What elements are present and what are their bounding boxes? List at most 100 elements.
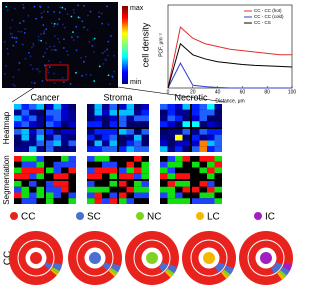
heat-cell [21, 129, 29, 135]
cell [81, 20, 84, 23]
seg-cell [87, 161, 95, 168]
legend-label: SC [87, 212, 101, 223]
heat-cell [207, 140, 215, 147]
heat-cell [167, 109, 175, 116]
zoom-box [45, 64, 69, 81]
heat-cell [192, 140, 200, 147]
cell [113, 70, 115, 73]
cell [11, 33, 13, 35]
cell [54, 35, 56, 37]
cell [27, 14, 30, 17]
seg-cell [199, 186, 207, 193]
seg-cell [29, 181, 37, 187]
seg-cell [182, 181, 190, 187]
seg-cell [175, 186, 183, 193]
heat-cell [126, 121, 134, 127]
cell [64, 26, 66, 29]
seg-cell [102, 173, 110, 179]
heat-cell [141, 146, 149, 152]
seg-cell [21, 192, 29, 199]
cell [47, 6, 50, 9]
heat-cell [53, 121, 61, 127]
ring-slice [44, 262, 53, 270]
x-tick-label: 100 [288, 89, 297, 95]
heat-cell [141, 109, 149, 116]
heat-cell [175, 140, 183, 147]
heat-cell [94, 140, 102, 147]
cell [105, 59, 108, 62]
seg-cell [126, 186, 134, 193]
tissue-image [2, 2, 118, 88]
heat-cell [141, 121, 149, 127]
heat-cell [61, 109, 69, 116]
cell [53, 72, 55, 75]
heat-cell [46, 146, 54, 152]
cell [29, 64, 32, 66]
cell [80, 57, 82, 59]
seg-cell [141, 173, 149, 179]
seg-cell [182, 161, 190, 168]
heat-cell [87, 140, 95, 147]
seg-cell [68, 167, 76, 174]
seg-cell [134, 156, 142, 162]
seg-cell [109, 198, 117, 204]
cell [48, 66, 51, 68]
heat-cell [46, 140, 54, 147]
heat-cell [46, 109, 54, 116]
seg-cell [102, 161, 110, 168]
row-label: Segmentation [2, 155, 11, 204]
heat-cell [29, 140, 37, 147]
ring-slice [282, 262, 293, 271]
seg-cell [29, 192, 37, 199]
colorbar [122, 6, 128, 84]
heat-cell [61, 115, 69, 122]
heat-cell [46, 121, 54, 127]
seg-cell [94, 198, 102, 204]
heat-cell [134, 104, 142, 110]
ring-slice [270, 262, 283, 274]
cell [29, 55, 32, 57]
ring-slice [52, 262, 63, 271]
heat-cell [53, 146, 61, 152]
heat-cell [36, 129, 44, 135]
heat-cell [14, 115, 22, 122]
heat-cell [14, 104, 22, 110]
heat-cell [21, 109, 29, 116]
cell [81, 75, 83, 77]
seg-cell [134, 181, 142, 187]
heat-cell [119, 109, 127, 116]
heat-cell [21, 146, 29, 152]
seg-cell [167, 192, 175, 199]
cell [67, 54, 69, 56]
heat-cell [182, 134, 190, 141]
cell [22, 4, 24, 6]
seg-cell [134, 173, 142, 179]
seg-cell [160, 186, 168, 193]
ring-slice [166, 268, 175, 277]
heat-cell [46, 104, 54, 110]
seg-cell [192, 192, 200, 199]
cell [24, 28, 26, 30]
cell [12, 44, 15, 47]
cell [53, 11, 55, 13]
seg-cell [53, 167, 61, 174]
seg-cell [109, 173, 117, 179]
heat-cell [134, 146, 142, 152]
cell [4, 73, 6, 75]
heat-cell [87, 146, 95, 152]
cell [23, 32, 26, 34]
cell [11, 36, 13, 39]
seg-cell [29, 186, 37, 193]
cell [43, 10, 45, 13]
seg-cell [119, 156, 127, 162]
center-dot [30, 252, 42, 264]
heat-cell [214, 109, 222, 116]
heat-cell [21, 115, 29, 122]
heat-cell [29, 104, 37, 110]
cell [46, 48, 48, 50]
cell [107, 74, 110, 77]
seg-cell [21, 167, 29, 174]
seg-cell [207, 167, 215, 174]
cell [50, 49, 53, 51]
cell [101, 52, 104, 54]
